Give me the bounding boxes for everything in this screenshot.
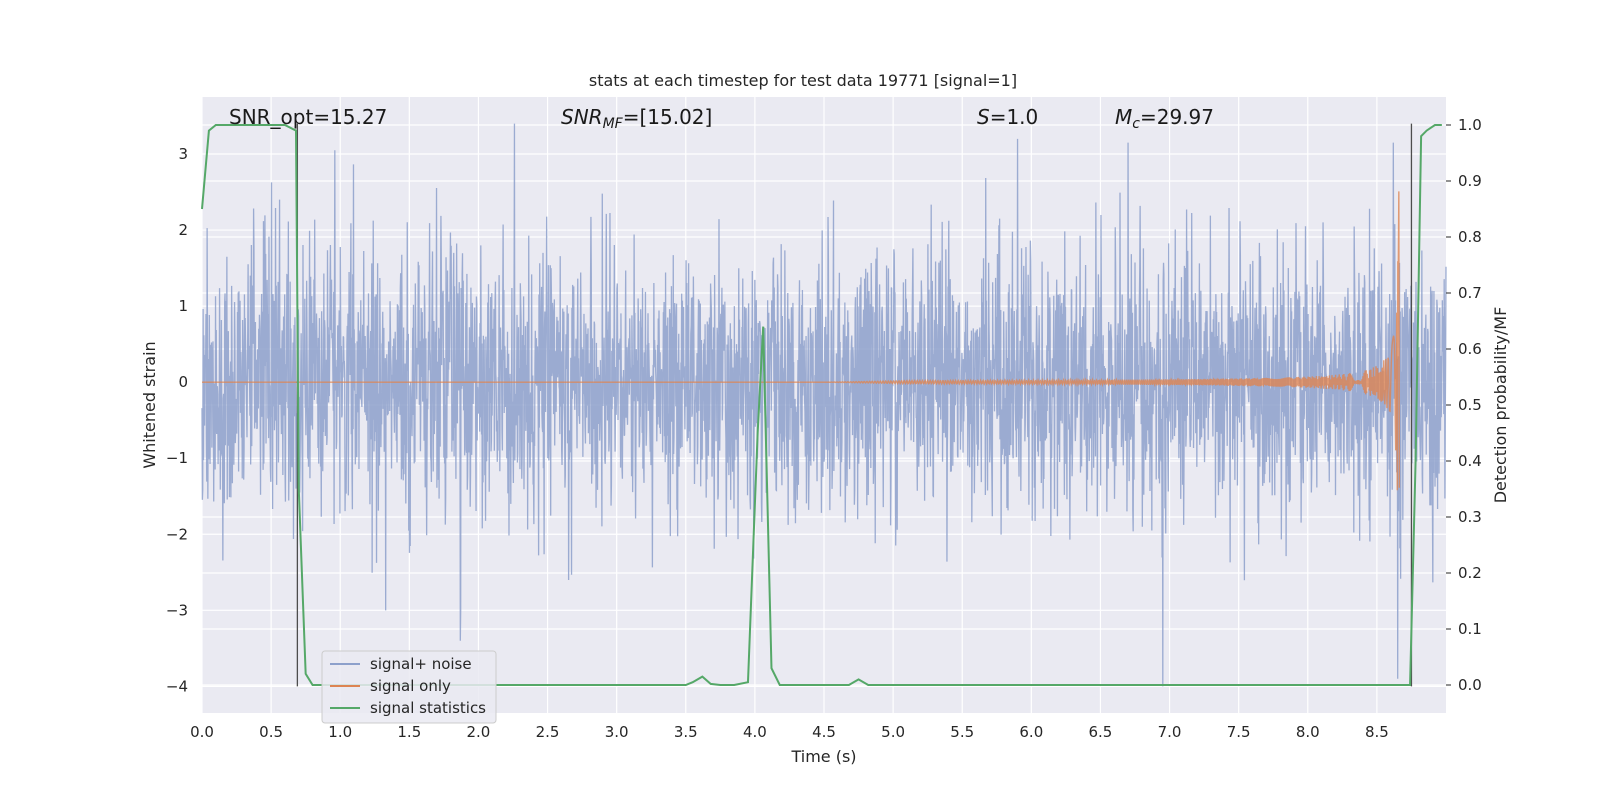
series-signal-only xyxy=(202,191,1401,491)
y2-axis-label: Detection probability/MF xyxy=(1491,307,1510,504)
annotations: SNR_opt=15.27 SNRMF=[15.02] S=1.0 Mc=29.… xyxy=(229,105,1214,132)
x-tick-label: 2.0 xyxy=(467,723,491,741)
y2-tick-label: 0.3 xyxy=(1458,508,1482,526)
x-tick-label: 5.5 xyxy=(950,723,974,741)
y-tick-label: −3 xyxy=(166,601,188,619)
y2-tick-label: 0.0 xyxy=(1458,676,1482,694)
y-tick-label: −2 xyxy=(166,525,188,543)
y2-tick-label: 0.9 xyxy=(1458,172,1482,190)
legend-label-signal-statistics: signal statistics xyxy=(370,699,486,717)
s-annotation: S=1.0 xyxy=(977,105,1038,129)
y2-tick-label: 0.8 xyxy=(1458,228,1482,246)
series-signal-noise xyxy=(201,123,1447,687)
x-tick-label: 1.5 xyxy=(397,723,421,741)
x-tick-label: 0.5 xyxy=(259,723,283,741)
x-tick-label: 3.0 xyxy=(605,723,629,741)
legend-label-signal-only: signal only xyxy=(370,677,451,695)
y-tick-label: −1 xyxy=(166,449,188,467)
mc-annotation: Mc=29.97 xyxy=(1115,105,1214,132)
chart-title: stats at each timestep for test data 197… xyxy=(589,71,1017,90)
legend-label-signal-noise: signal+ noise xyxy=(370,655,472,673)
y2-tick-label: 0.6 xyxy=(1458,340,1482,358)
y2-tick-label: 1.0 xyxy=(1458,116,1482,134)
x-tick-label: 3.5 xyxy=(674,723,698,741)
x-tick-label: 7.5 xyxy=(1227,723,1251,741)
x-tick-label: 4.5 xyxy=(812,723,836,741)
series-signal-statistics xyxy=(201,124,1442,686)
x-tick-label: 1.0 xyxy=(328,723,352,741)
y2-tick-label: 0.7 xyxy=(1458,284,1482,302)
x-tick-label: 8.5 xyxy=(1365,723,1389,741)
legend-box xyxy=(321,650,497,724)
x-axis-label: Time (s) xyxy=(790,747,856,766)
x-tick-label: 7.0 xyxy=(1158,723,1182,741)
x-tick-label: 6.5 xyxy=(1089,723,1113,741)
y-tick-label: 1 xyxy=(178,297,188,315)
snr-opt-annotation: SNR_opt=15.27 xyxy=(229,105,387,129)
x-tick-label: 4.0 xyxy=(743,723,767,741)
x-tick-label: 6.0 xyxy=(1019,723,1043,741)
y-tick-label: 3 xyxy=(178,145,188,163)
plot-area xyxy=(201,97,1447,713)
x-tick-label: 5.0 xyxy=(881,723,905,741)
y-tick-label: 0 xyxy=(178,373,188,391)
y2-tick-label: 0.4 xyxy=(1458,452,1482,470)
x-tick-label: 2.5 xyxy=(536,723,560,741)
legend: signal+ noise signal only signal statist… xyxy=(321,650,497,724)
snr-mf-annotation: SNRMF=[15.02] xyxy=(561,105,712,132)
y-tick-label: −4 xyxy=(166,677,188,695)
y2-tick-label: 0.1 xyxy=(1458,620,1482,638)
y2-tick-label: 0.5 xyxy=(1458,396,1482,414)
y-axis-label: Whitened strain xyxy=(140,341,159,468)
y-tick-label: 2 xyxy=(178,221,188,239)
x-tick-label: 0.0 xyxy=(190,723,214,741)
x-tick-label: 8.0 xyxy=(1296,723,1320,741)
y2-tick-label: 0.2 xyxy=(1458,564,1482,582)
